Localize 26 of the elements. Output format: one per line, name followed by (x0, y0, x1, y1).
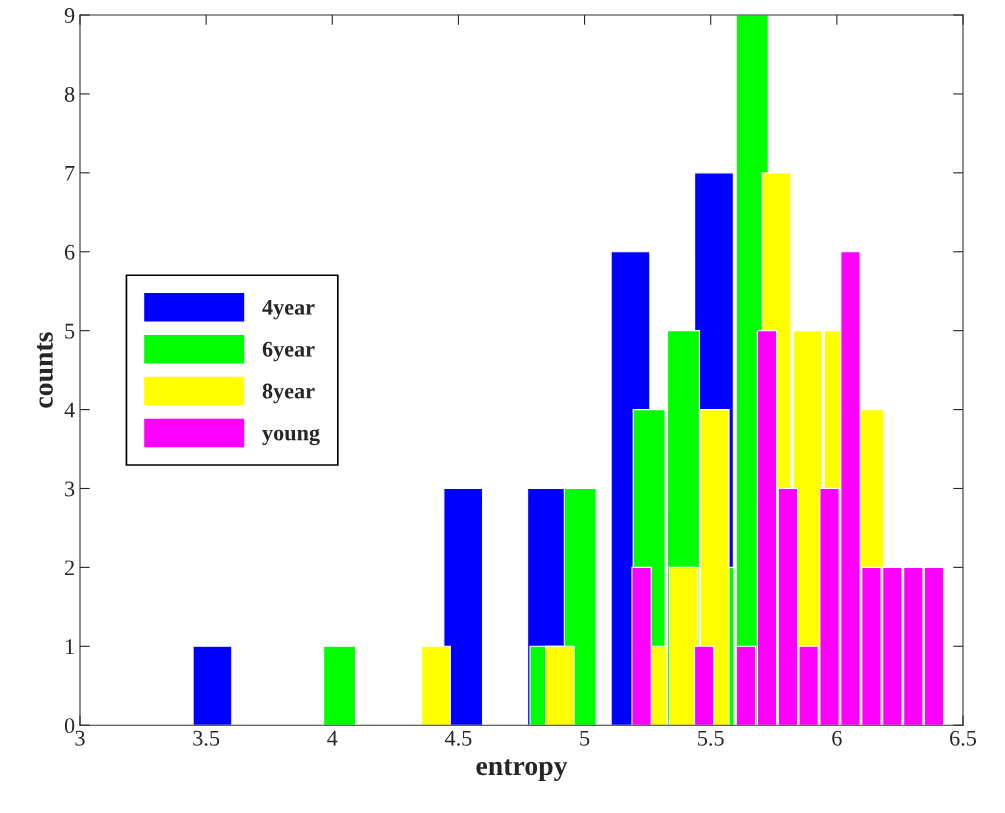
y-tick-label: 7 (65, 166, 75, 181)
x-tick-label: 4 (327, 730, 338, 746)
y-tick-label: 4 (64, 402, 75, 418)
x-tick-label: 5 (580, 730, 590, 746)
y-tick-label: 8 (64, 86, 75, 102)
y-tick-label: 5 (65, 323, 75, 339)
x-axis-title: entropy (476, 759, 568, 781)
legend-label: 6year (262, 341, 315, 362)
x-tick-label: 3 (75, 730, 85, 746)
x-tick-label: 6.5 (950, 730, 977, 746)
legend-label: young (262, 428, 320, 446)
legend-label: 8year (262, 383, 315, 404)
x-tick-label: 5.5 (698, 730, 724, 746)
y-tick-label: 9 (64, 8, 75, 23)
x-tick-label: 4.5 (444, 730, 472, 746)
legend-label: 4year (262, 299, 315, 320)
bar (323, 645, 357, 726)
y-axis-title: counts (36, 332, 53, 408)
x-tick-label: 6 (832, 730, 842, 746)
y-tick-label: 0 (64, 718, 75, 734)
y-tick-label: 2 (65, 560, 74, 576)
x-tick-label: 3.5 (193, 730, 220, 746)
bar (192, 645, 233, 726)
y-tick-label: 6 (64, 244, 75, 260)
y-tick-label: 3 (65, 481, 75, 497)
y-tick-label: 1 (65, 639, 74, 654)
